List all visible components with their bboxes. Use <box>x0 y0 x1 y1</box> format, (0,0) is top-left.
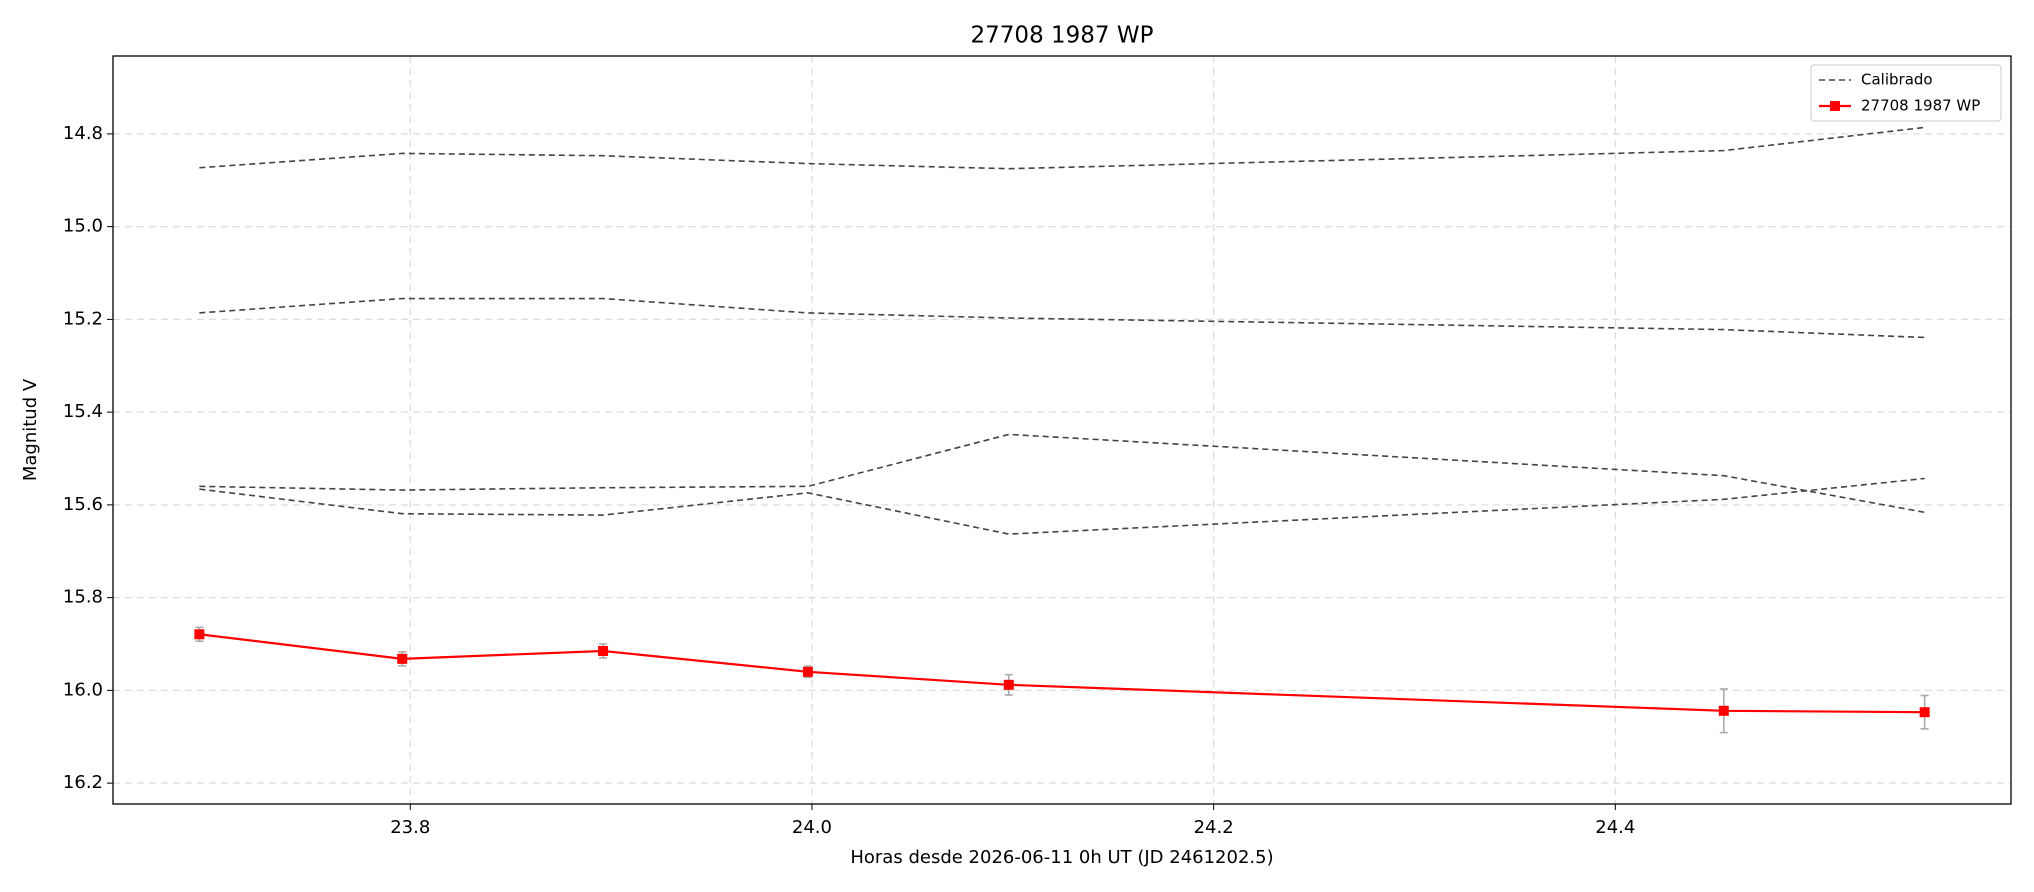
x-tick-label: 24.2 <box>1194 817 1234 838</box>
y-tick-label: 16.2 <box>63 772 103 793</box>
x-axis-label: Horas desde 2026-06-11 0h UT (JD 2461202… <box>850 847 1273 868</box>
point <box>194 629 205 640</box>
y-tick-label: 15.4 <box>63 401 103 422</box>
series-line <box>199 433 1925 514</box>
x-tick-label: 24.4 <box>1595 817 1635 838</box>
point <box>598 645 609 656</box>
x-tick-label: 24.0 <box>792 817 832 838</box>
y-tick-label: 15.8 <box>63 587 103 608</box>
point <box>397 653 408 664</box>
series-line <box>199 477 1925 535</box>
point <box>802 666 813 677</box>
point <box>1919 707 1930 718</box>
y-tick-label: 15.2 <box>63 308 103 329</box>
point <box>1003 679 1014 690</box>
series-line <box>199 633 1925 714</box>
legend-box <box>1810 64 2002 122</box>
legend: Calibrado 27708 1987 WP <box>1810 64 2002 122</box>
point <box>1718 705 1729 716</box>
series-line <box>199 126 1925 170</box>
y-axis-label: Magnitud V <box>20 378 41 481</box>
chart-title: 27708 1987 WP <box>971 23 1154 49</box>
y-tick-label: 15.6 <box>63 494 103 515</box>
x-tick-label: 23.8 <box>390 817 430 838</box>
y-tick-label: 15.0 <box>63 216 103 237</box>
y-tick-label: 16.0 <box>63 679 103 700</box>
series-line <box>199 297 1925 339</box>
legend-label: Calibrado <box>1861 71 1933 89</box>
y-tick-label: 14.8 <box>63 123 103 144</box>
legend-label: 27708 1987 WP <box>1861 97 1980 115</box>
legend-marker <box>1830 101 1840 111</box>
plot-frame <box>112 55 2012 805</box>
